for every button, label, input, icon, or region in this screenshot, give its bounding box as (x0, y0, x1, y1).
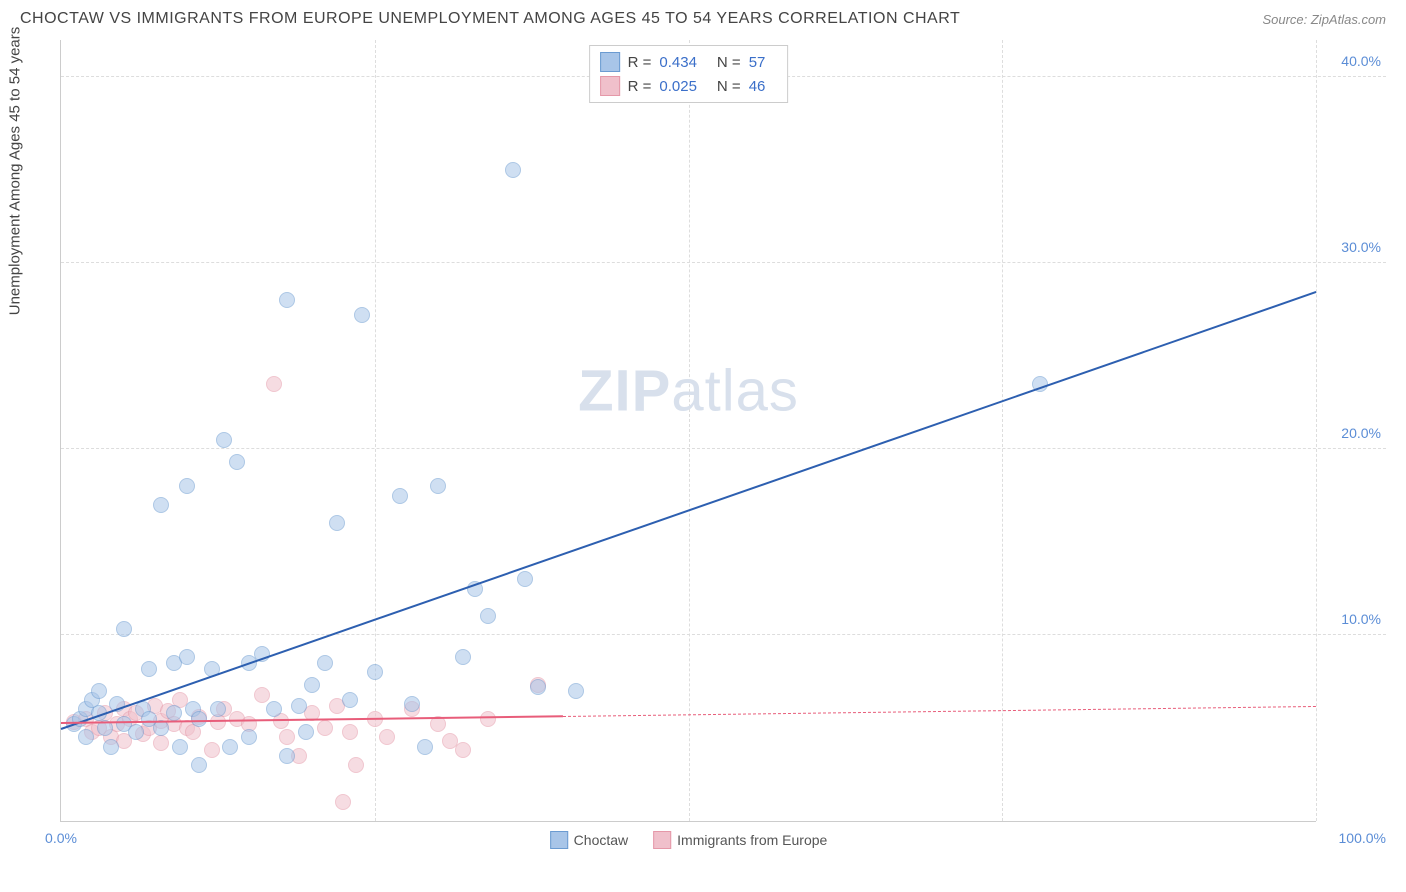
x-tick-label: 0.0% (45, 830, 77, 846)
scatter-point (480, 608, 496, 624)
scatter-point (166, 705, 182, 721)
gridline-vertical (1316, 40, 1317, 821)
scatter-point (254, 687, 270, 703)
scatter-point (505, 162, 521, 178)
chart-source: Source: ZipAtlas.com (1262, 12, 1386, 27)
legend-r-label: R = (628, 54, 652, 71)
scatter-point (317, 655, 333, 671)
gridline-vertical (375, 40, 376, 821)
scatter-point (216, 432, 232, 448)
scatter-point (568, 683, 584, 699)
scatter-point (179, 478, 195, 494)
gridline-horizontal (61, 448, 1386, 449)
scatter-point (354, 307, 370, 323)
legend-series-label: Choctaw (574, 832, 628, 848)
legend-series-item: Choctaw (550, 831, 628, 849)
scatter-point (379, 729, 395, 745)
scatter-point (367, 664, 383, 680)
scatter-point (153, 497, 169, 513)
scatter-point (342, 692, 358, 708)
scatter-point (430, 478, 446, 494)
legend-n-value: 57 (749, 54, 766, 71)
scatter-point (417, 739, 433, 755)
scatter-point (480, 711, 496, 727)
scatter-point (191, 757, 207, 773)
y-axis-label: Unemployment Among Ages 45 to 54 years (7, 27, 24, 316)
scatter-point (404, 696, 420, 712)
scatter-point (204, 742, 220, 758)
scatter-point (317, 720, 333, 736)
legend-series: Choctaw Immigrants from Europe (550, 831, 828, 849)
scatter-point (116, 621, 132, 637)
gridline-vertical (689, 40, 690, 821)
scatter-point (266, 701, 282, 717)
scatter-point (153, 735, 169, 751)
y-tick-label: 20.0% (1341, 425, 1381, 441)
chart-title: CHOCTAW VS IMMIGRANTS FROM EUROPE UNEMPL… (20, 10, 960, 28)
scatter-point (78, 729, 94, 745)
scatter-point (348, 757, 364, 773)
scatter-point (229, 454, 245, 470)
scatter-point (279, 729, 295, 745)
legend-swatch (653, 831, 671, 849)
legend-swatch (600, 76, 620, 96)
regression-line-dashed (563, 706, 1316, 717)
scatter-point (210, 701, 226, 717)
scatter-point (179, 649, 195, 665)
y-tick-label: 10.0% (1341, 611, 1381, 627)
scatter-point (517, 571, 533, 587)
scatter-point (141, 661, 157, 677)
legend-swatch (600, 52, 620, 72)
scatter-point (279, 748, 295, 764)
scatter-point (103, 739, 119, 755)
gridline-horizontal (61, 634, 1386, 635)
legend-n-label: N = (717, 78, 741, 95)
legend-correlation-row: R = 0.025 N = 46 (600, 74, 778, 98)
scatter-point (298, 724, 314, 740)
scatter-point (241, 729, 257, 745)
scatter-point (335, 794, 351, 810)
legend-series-label: Immigrants from Europe (677, 832, 827, 848)
scatter-point (266, 376, 282, 392)
scatter-point (329, 515, 345, 531)
y-tick-label: 30.0% (1341, 239, 1381, 255)
x-tick-label: 100.0% (1339, 830, 1386, 846)
scatter-point (172, 739, 188, 755)
legend-n-value: 46 (749, 78, 766, 95)
y-tick-label: 40.0% (1341, 53, 1381, 69)
legend-r-value: 0.434 (659, 54, 697, 71)
legend-n-label: N = (717, 54, 741, 71)
scatter-point (279, 292, 295, 308)
legend-series-item: Immigrants from Europe (653, 831, 827, 849)
scatter-point (291, 698, 307, 714)
scatter-point (191, 711, 207, 727)
chart-container: Unemployment Among Ages 45 to 54 years Z… (50, 40, 1386, 862)
legend-correlation: R = 0.434 N = 57 R = 0.025 N = 46 (589, 45, 789, 103)
scatter-point (342, 724, 358, 740)
gridline-horizontal (61, 262, 1386, 263)
legend-r-value: 0.025 (659, 78, 697, 95)
scatter-point (392, 488, 408, 504)
scatter-point (455, 742, 471, 758)
gridline-vertical (1002, 40, 1003, 821)
scatter-point (530, 679, 546, 695)
legend-correlation-row: R = 0.434 N = 57 (600, 50, 778, 74)
legend-r-label: R = (628, 78, 652, 95)
scatter-point (222, 739, 238, 755)
scatter-point (128, 724, 144, 740)
legend-swatch (550, 831, 568, 849)
scatter-point (91, 683, 107, 699)
scatter-point (304, 677, 320, 693)
plot-area: ZIPatlas R = 0.434N = 57R = 0.025N = 46 … (60, 40, 1316, 822)
scatter-point (455, 649, 471, 665)
